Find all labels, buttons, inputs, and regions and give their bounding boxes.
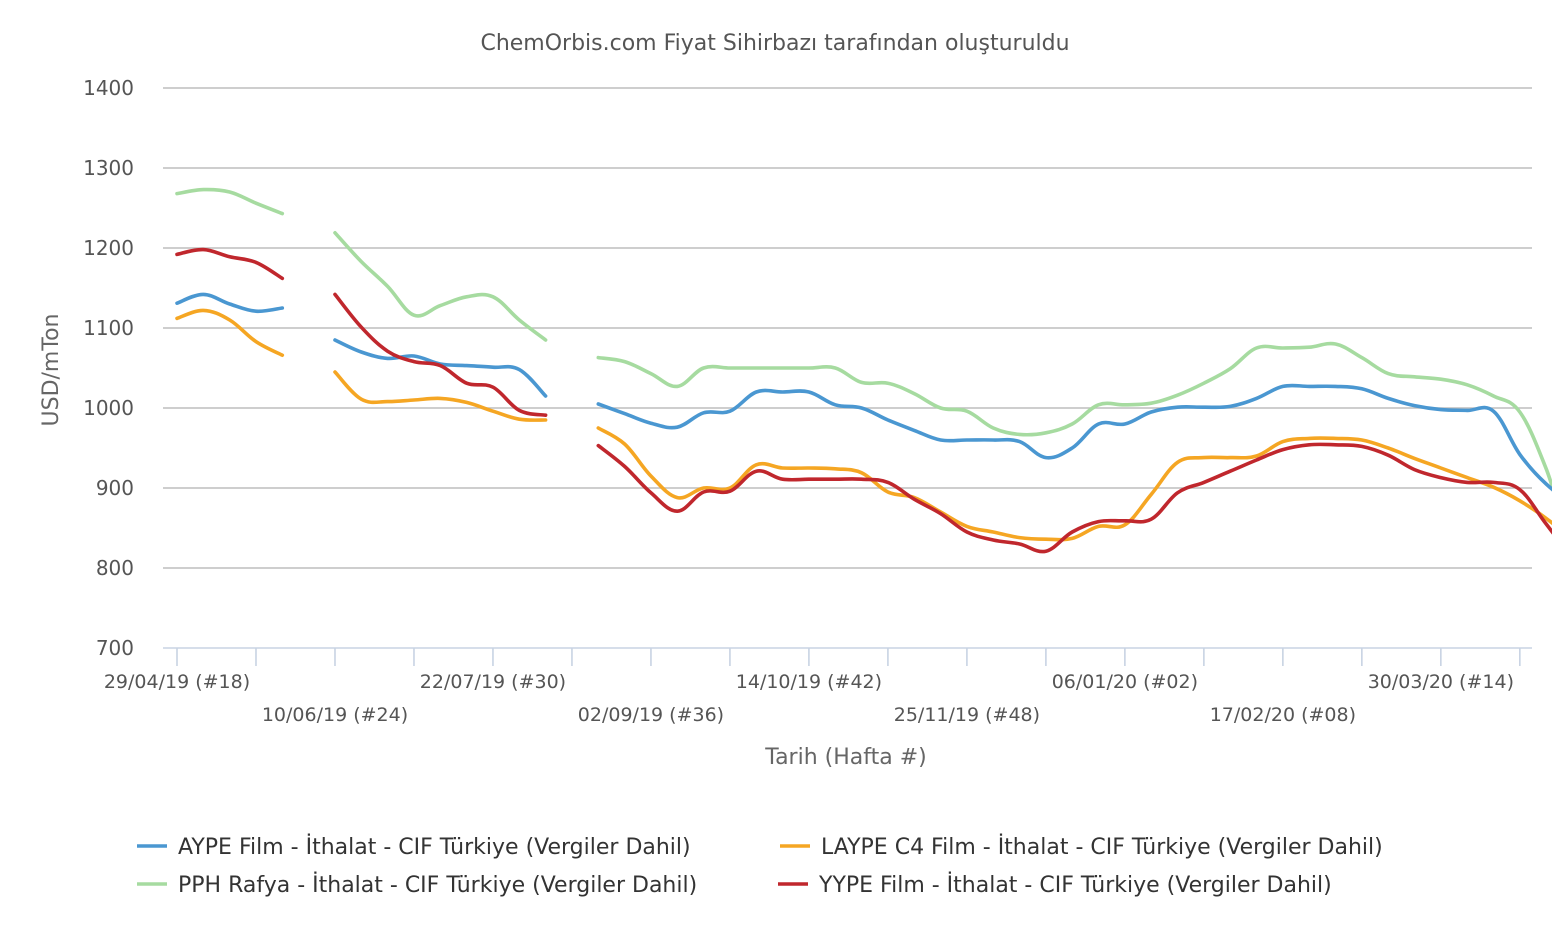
y-tick-label: 1000 xyxy=(83,396,134,420)
series-1 xyxy=(175,308,1552,542)
y-tick-label: 1300 xyxy=(83,156,134,180)
legend-label: AYPE Film - İthalat - CIF Türkiye (Vergi… xyxy=(178,834,691,860)
x-tick-label: 06/01/20 (#02) xyxy=(1052,671,1198,693)
x-tick-label: 14/10/19 (#42) xyxy=(736,671,882,693)
legend: AYPE Film - İthalat - CIF Türkiye (Vergi… xyxy=(137,834,1383,898)
chart-title: ChemOrbis.com Fiyat Sihirbazı tarafından… xyxy=(480,31,1069,56)
y-tick-label: 1100 xyxy=(83,316,134,340)
y-tick-label: 800 xyxy=(96,556,134,580)
x-tick-label: 10/06/19 (#24) xyxy=(262,704,408,726)
series-line-segment xyxy=(333,292,548,417)
legend-item: PPH Rafya - İthalat - CIF Türkiye (Vergi… xyxy=(137,872,697,898)
y-tick-label: 900 xyxy=(96,476,134,500)
x-axis-label: Tarih (Hafta #) xyxy=(764,745,926,770)
legend-label: LAYPE C4 Film - İthalat - CIF Türkiye (V… xyxy=(821,834,1383,860)
legend-item: AYPE Film - İthalat - CIF Türkiye (Vergi… xyxy=(137,834,691,860)
gridlines xyxy=(163,87,1532,569)
series-line-segment xyxy=(175,308,285,357)
legend-item: LAYPE C4 Film - İthalat - CIF Türkiye (V… xyxy=(780,834,1383,860)
legend-item: YYPE Film - İthalat - CIF Türkiye (Vergi… xyxy=(778,872,1332,898)
y-tick-label: 700 xyxy=(96,636,134,660)
y-tick-label: 1200 xyxy=(83,236,134,260)
series-3 xyxy=(175,247,1552,554)
x-tick-label: 17/02/20 (#08) xyxy=(1210,704,1356,726)
series-line-segment xyxy=(596,442,1552,554)
series-line-segment xyxy=(175,187,285,216)
series-lines xyxy=(175,187,1552,554)
series-line-segment xyxy=(596,383,1552,492)
y-tick-label: 1400 xyxy=(83,76,134,100)
series-2 xyxy=(175,187,1552,492)
x-tick-label: 02/09/19 (#36) xyxy=(578,704,724,726)
series-line-segment xyxy=(333,231,548,342)
series-line-segment xyxy=(333,370,548,422)
x-tick-label: 22/07/19 (#30) xyxy=(420,671,566,693)
legend-label: YYPE Film - İthalat - CIF Türkiye (Vergi… xyxy=(818,872,1332,898)
x-tick-label: 25/11/19 (#48) xyxy=(894,704,1040,726)
x-tick-label: 30/03/20 (#14) xyxy=(1368,671,1514,693)
series-line-segment xyxy=(175,292,285,314)
x-axis: 29/04/19 (#18) 10/06/19 (#24) 22/07/19 (#3… xyxy=(104,647,1532,726)
series-line-segment xyxy=(596,426,1552,542)
series-line-segment xyxy=(175,247,285,281)
x-tick-label: 29/04/19 (#18) xyxy=(104,671,250,693)
legend-label: PPH Rafya - İthalat - CIF Türkiye (Vergi… xyxy=(178,872,697,898)
series-line-segment xyxy=(333,338,548,398)
y-axis-label: USD/mTon xyxy=(39,314,64,427)
y-axis-ticks: 700 800 900 1000 1100 1200 1300 1400 xyxy=(83,76,134,660)
series-line-segment xyxy=(596,341,1552,492)
